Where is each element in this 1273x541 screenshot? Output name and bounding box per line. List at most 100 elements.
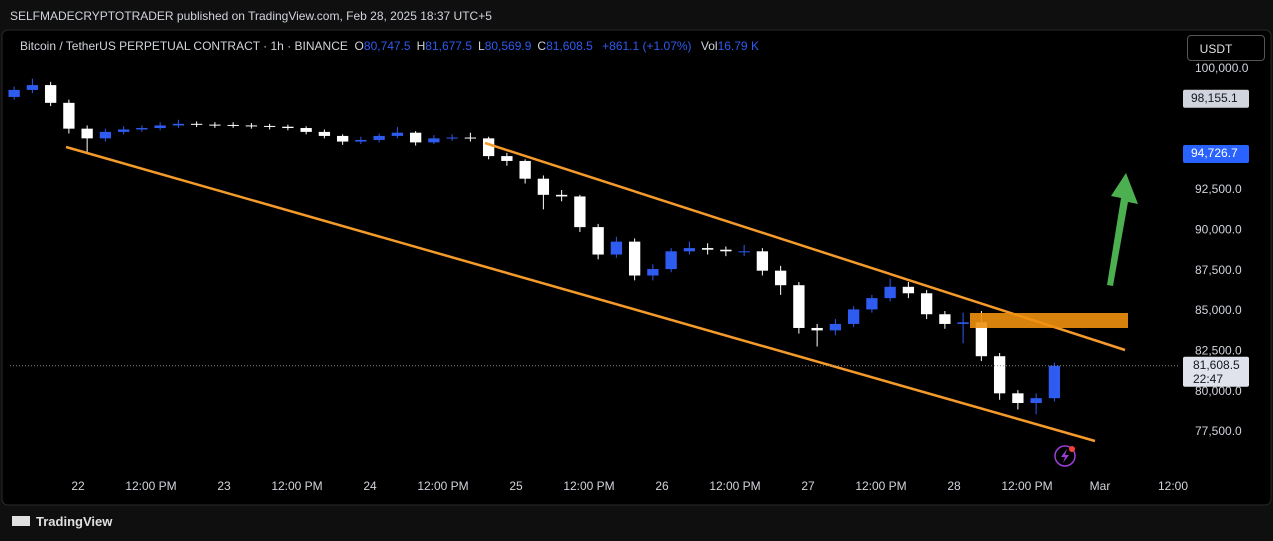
candle-body (647, 269, 659, 276)
legend-key: L (478, 39, 485, 53)
currency-button[interactable]: USDT (1187, 35, 1265, 61)
candle-body (829, 323, 842, 331)
legend-value: 80,569.9 (484, 39, 532, 53)
last-price-label: 81,608.5 (1193, 358, 1240, 372)
up-arrow (1107, 173, 1138, 286)
candle-body (282, 126, 294, 129)
y-tick-label: 87,500.0 (1195, 263, 1242, 277)
symbol: Bitcoin / TetherUS PERPETUAL CONTRACT · … (20, 39, 348, 53)
candle-body (336, 135, 349, 142)
candle-body (245, 125, 258, 127)
ohlc: O80,747.5 H81,677.5 L80,569.9 C81,608.5 (355, 39, 599, 53)
candle-body (519, 160, 531, 179)
candle-body (63, 102, 75, 129)
candle-body (847, 309, 860, 324)
candle-body (701, 248, 714, 250)
x-tick-label: 12:00 PM (563, 479, 614, 493)
x-tick-label: 12:00 PM (417, 479, 468, 493)
x-tick-label: 28 (947, 479, 961, 493)
candle-body (1048, 365, 1061, 399)
candle-body (574, 196, 586, 228)
y-tick-label: 77,500.0 (1195, 424, 1242, 438)
candle-body (665, 251, 677, 270)
candle-body (99, 131, 112, 139)
alert-dot (1069, 446, 1075, 452)
candle-body (683, 248, 696, 252)
legend: Bitcoin / TetherUS PERPETUAL CONTRACT · … (20, 39, 765, 53)
x-tick-label: 12:00 (1158, 479, 1188, 493)
legend-key: C (537, 39, 547, 53)
candle-body (738, 251, 750, 253)
candle-body (190, 123, 203, 125)
y-tick-label: 100,000.0 (1195, 61, 1249, 75)
countdown: 22:47 (1193, 372, 1223, 386)
candle-body (537, 178, 550, 195)
tv-logo (12, 516, 30, 526)
x-tick-label: 22 (71, 479, 85, 493)
candle-body (975, 322, 988, 357)
candle-body (464, 137, 477, 139)
candle-body (136, 128, 148, 130)
alert-icon (1054, 445, 1076, 467)
candle-body (866, 298, 878, 310)
candle-body (1012, 393, 1024, 404)
candle-body (172, 123, 185, 126)
candle-body (227, 124, 239, 126)
y-tick-label: 92,500.0 (1195, 182, 1242, 196)
candle-body (428, 138, 440, 143)
candle-body (592, 227, 604, 255)
candle-body (81, 128, 93, 139)
candle-body (756, 251, 769, 271)
candle-body (26, 85, 39, 90)
candle-body (44, 85, 57, 103)
x-tick-label: 12:00 PM (1001, 479, 1052, 493)
x-tick-label: 27 (801, 479, 815, 493)
candle-body (628, 241, 641, 276)
candle-body (610, 241, 623, 255)
change: +861.1 (+1.07%) (602, 39, 692, 53)
price-tag (1183, 145, 1249, 164)
candle-body (446, 137, 458, 139)
price-tag-label: 98,155.1 (1191, 91, 1238, 105)
candle-body (501, 156, 513, 161)
last-price-tag (1183, 356, 1249, 387)
x-tick-label: Mar (1090, 479, 1111, 493)
x-tick-label: 26 (655, 479, 669, 493)
x-tick-label: 24 (363, 479, 377, 493)
footer-logo: TradingView (36, 514, 113, 529)
candle-body (318, 131, 331, 136)
candle-body (555, 194, 568, 197)
price-tag (1183, 89, 1249, 108)
x-tick-label: 12:00 PM (855, 479, 906, 493)
y-tick-label: 85,000.0 (1195, 303, 1242, 317)
candle-body (209, 124, 221, 126)
legend-key: O (354, 39, 364, 53)
candle-body (391, 132, 404, 136)
x-tick-label: 25 (509, 479, 523, 493)
candle-body (300, 128, 312, 132)
volume-label: Vol (700, 39, 718, 53)
legend-key: H (416, 39, 426, 53)
x-tick-label: 12:00 PM (125, 479, 176, 493)
candle-body (902, 286, 915, 294)
candle-body (355, 139, 367, 142)
candle-body (884, 286, 896, 299)
x-tick-label: 12:00 PM (271, 479, 322, 493)
trend-line-lower (65, 145, 1096, 443)
y-tick-label: 80,000.0 (1195, 384, 1242, 398)
y-tick-label: 90,000.0 (1195, 223, 1242, 237)
x-tick-label: 23 (217, 479, 231, 493)
candle-body (720, 249, 732, 252)
candle-body (811, 327, 823, 331)
candle-body (774, 270, 787, 286)
candle-body (154, 125, 166, 129)
publish-header: SELFMADECRYPTOTRADER published on Tradin… (10, 9, 492, 23)
price-tag-label: 94,726.7 (1191, 146, 1238, 160)
volume: 16.79 K (717, 39, 759, 53)
resistance-zone (970, 313, 1128, 328)
y-tick-label: 82,500.0 (1195, 344, 1242, 358)
x-tick-label: 12:00 PM (709, 479, 760, 493)
alert-bolt (1061, 449, 1069, 463)
legend-value: 81,677.5 (425, 39, 472, 53)
